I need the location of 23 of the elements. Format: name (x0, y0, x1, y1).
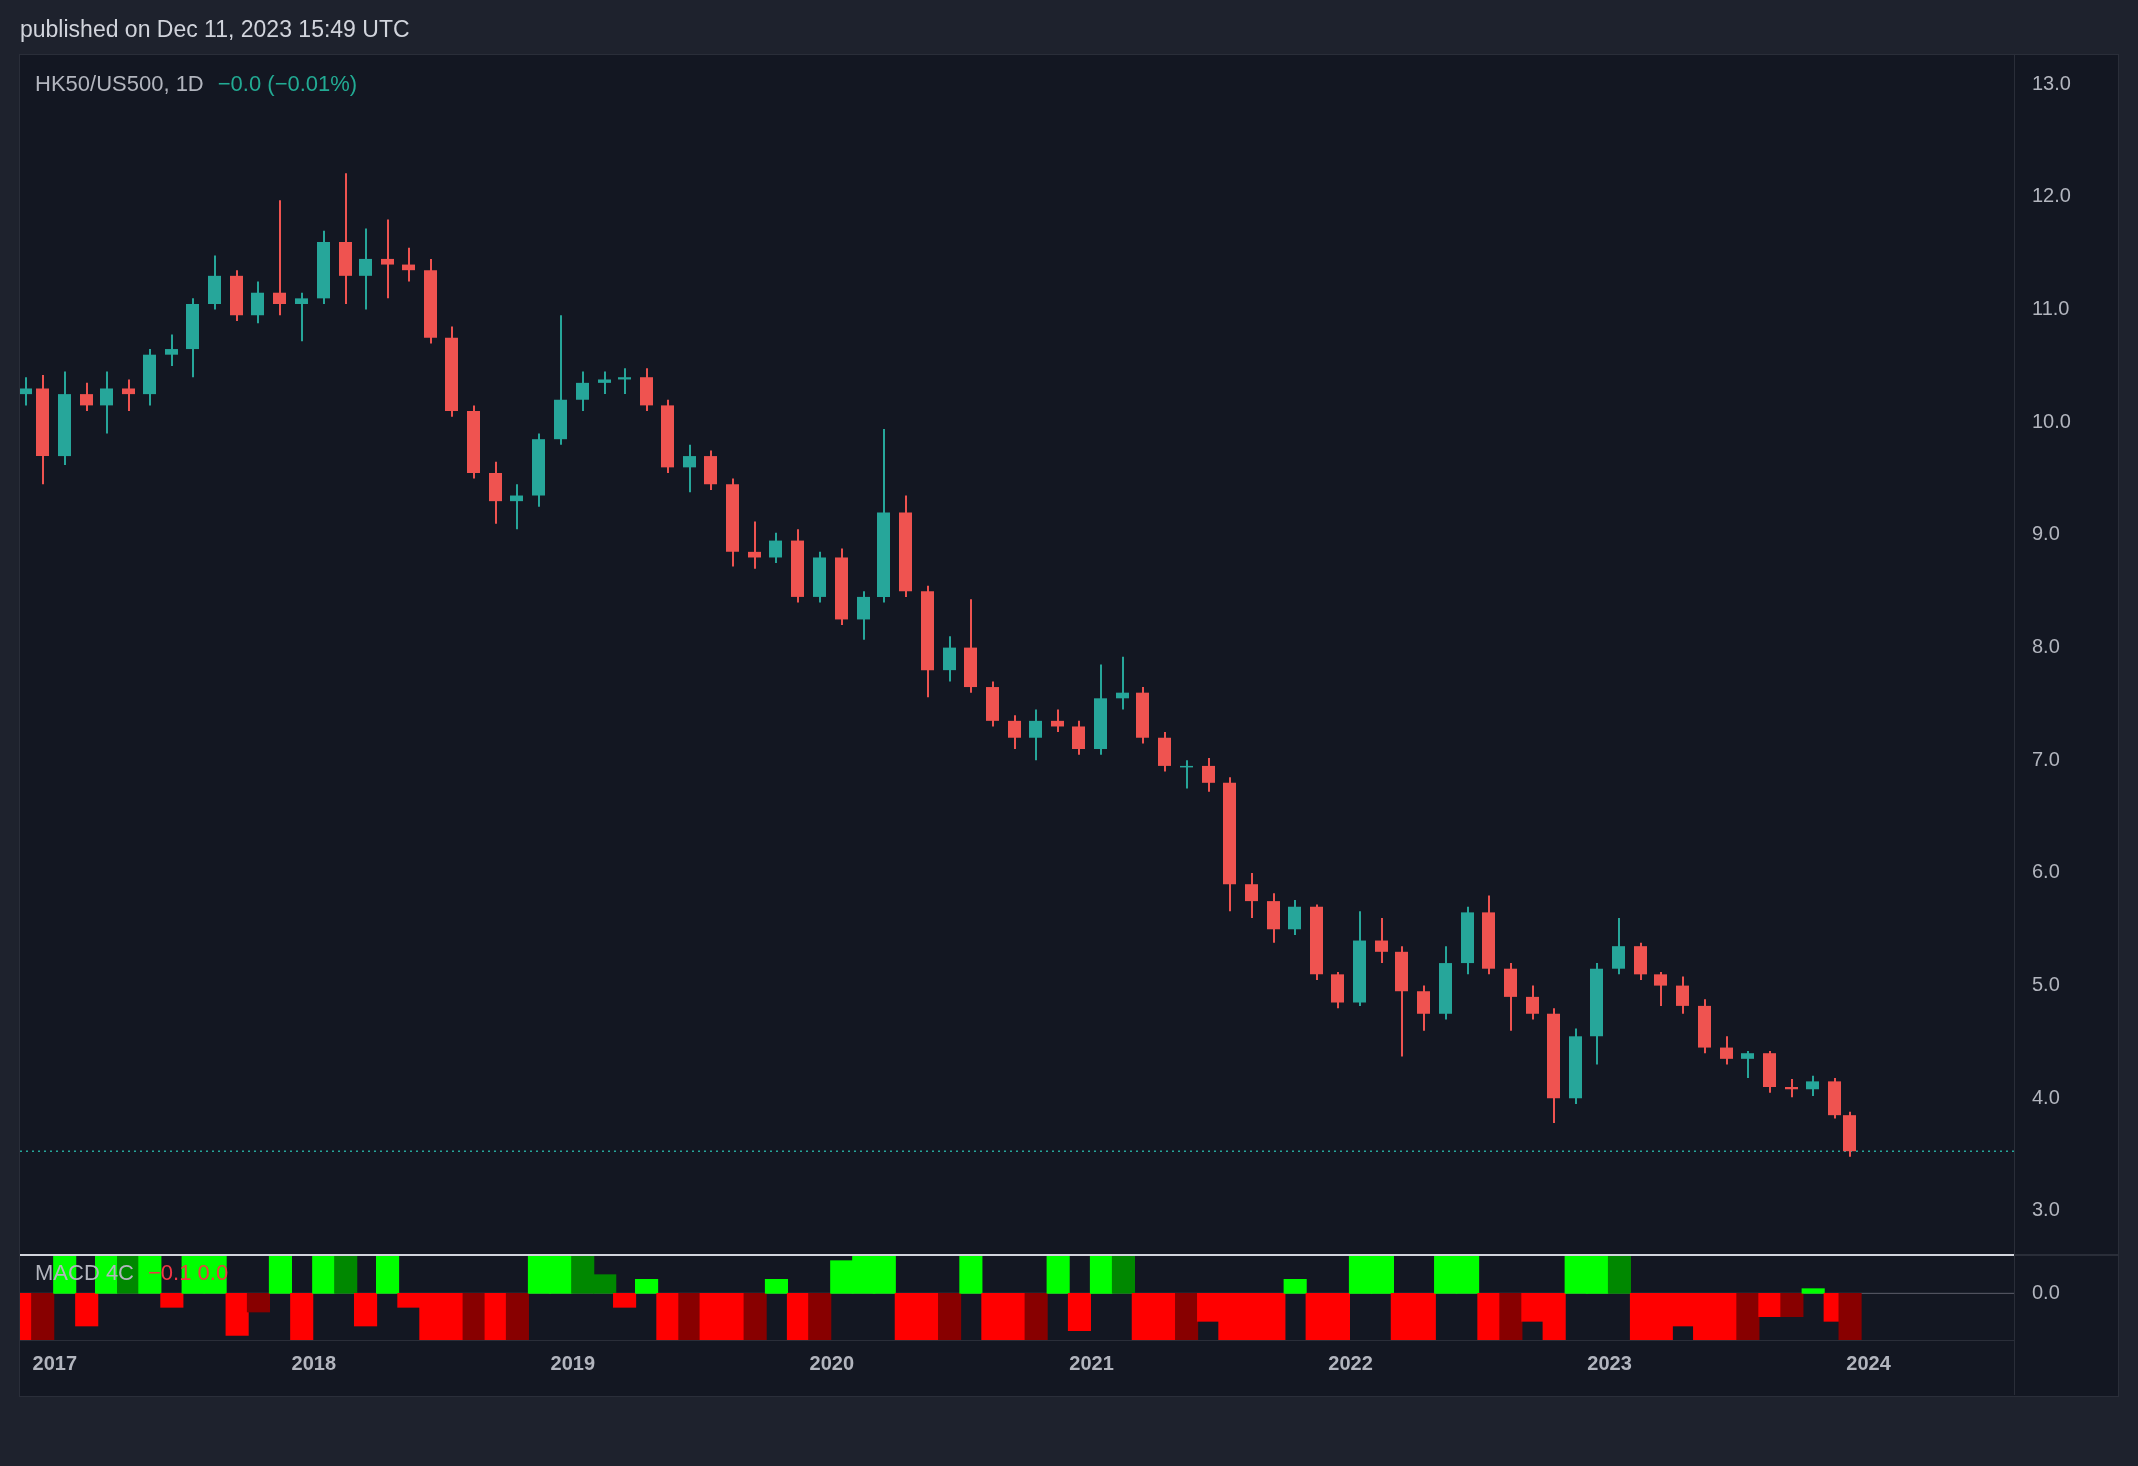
y-tick-label: 8.0 (2032, 635, 2060, 658)
x-tick-label: 2024 (1846, 1351, 1892, 1374)
x-tick-label: 2020 (809, 1351, 855, 1374)
y-tick-label: 11.0 (2032, 297, 2070, 320)
text: −0.0 (−0.01%) (217, 71, 358, 97)
y-tick-label: 10.0 (2032, 409, 2071, 432)
y-tick-label: 7.0 (2032, 747, 2060, 770)
y-tick-label: 12.0 (2032, 184, 2071, 207)
y-tick-label: 9.0 (2032, 522, 2060, 545)
x-tick-label: 2021 (1069, 1351, 1114, 1374)
x-tick-label: 2022 (1328, 1351, 1373, 1374)
y-tick-label: 6.0 (2032, 860, 2060, 883)
text: HK50/US500, 1D (35, 71, 204, 97)
x-tick-label: 2023 (1587, 1351, 1632, 1374)
y-tick-label: 3.0 (2032, 1198, 2060, 1221)
y-tick-label: 5.0 (2032, 973, 2060, 996)
y-tick-label: 13.0 (2032, 71, 2071, 94)
x-tick-label: 2018 (291, 1351, 337, 1374)
x-tick-label: 2019 (550, 1351, 596, 1374)
ref-line-label: 0.0 (2032, 1280, 2060, 1303)
x-tick-label: 2017 (32, 1351, 78, 1374)
y-tick-label: 4.0 (2032, 1085, 2060, 1108)
text: published on Dec 11, 2023 15:49 UTC (20, 16, 410, 43)
